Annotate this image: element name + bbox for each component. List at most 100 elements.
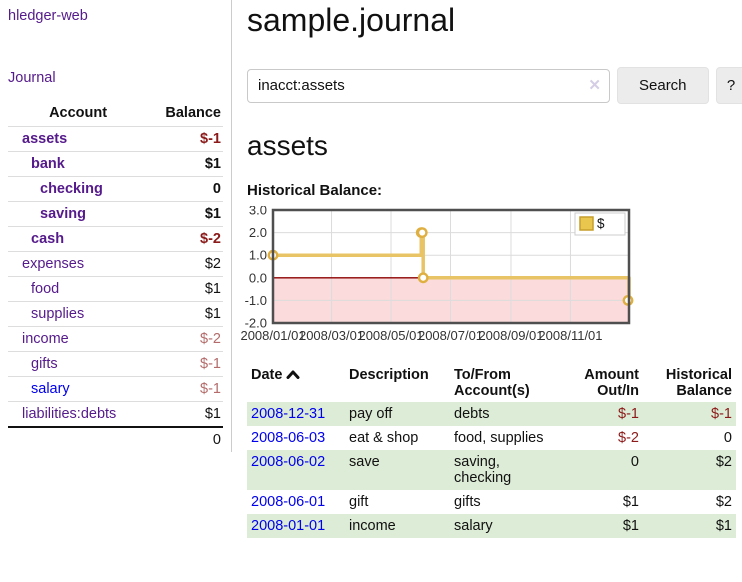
transaction-date-link[interactable]: 2008-12-31 <box>251 406 326 422</box>
sidebar-account-bank[interactable]: bank <box>31 156 65 172</box>
sidebar-account-income[interactable]: income <box>22 331 69 347</box>
y-tick-label: 2.0 <box>249 225 267 240</box>
accounts-table-header: Account Balance <box>8 100 223 127</box>
sidebar-account-cash[interactable]: cash <box>31 231 65 247</box>
transaction-date-link[interactable]: 2008-06-03 <box>251 430 326 446</box>
page-title: sample.journal <box>247 2 456 38</box>
account-row: supplies $1 <box>8 301 223 327</box>
sidebar-account-assets[interactable]: assets <box>22 131 68 147</box>
transaction-balance: 0 <box>723 430 732 446</box>
transaction-description: gift <box>349 494 369 510</box>
transaction-accounts: gifts <box>454 494 481 510</box>
search-input-wrap: ✕ <box>247 68 610 103</box>
x-tick-label: 2008/01/01 <box>241 328 306 343</box>
transaction-row: 2008-06-03 eat & shop food, supplies $-2 0 <box>247 426 736 450</box>
account-balance: $1 <box>204 406 221 422</box>
transaction-amount: $-2 <box>618 430 639 446</box>
transaction-amount: 0 <box>630 454 639 470</box>
account-balance: $-2 <box>200 231 221 247</box>
sort-ascending-icon <box>286 367 300 383</box>
brand-link[interactable]: hledger-web <box>8 8 88 24</box>
transaction-row: 2008-12-31 pay off debts $-1 $-1 <box>247 402 736 426</box>
transaction-date-link[interactable]: 2008-01-01 <box>251 518 326 534</box>
legend-swatch <box>579 216 594 231</box>
app-window: hledger-web Journal Account Balance asse… <box>0 0 742 538</box>
transaction-balance: $2 <box>715 494 732 510</box>
account-balance: $-1 <box>200 356 221 372</box>
account-row: cash $-2 <box>8 226 223 252</box>
transaction-amount: $1 <box>622 518 639 534</box>
search-form: ✕ Search ? <box>247 67 742 104</box>
transaction-description: eat & shop <box>349 430 419 446</box>
transaction-row: 2008-06-01 gift gifts $1 $2 <box>247 490 736 514</box>
y-tick-label: 0.0 <box>249 270 267 285</box>
search-input[interactable] <box>247 68 610 103</box>
transaction-balance: $2 <box>715 454 732 470</box>
main-content: sample.journal ✕ Search ? assets Histori… <box>232 0 742 538</box>
sidebar-accounts-body: assets $-1 bank $1 checking 0 saving $1 cash $-2 e… <box>8 126 223 428</box>
transaction-row: 2008-06-02 save saving, checking 0 $2 <box>247 450 736 490</box>
legend-label: $ <box>597 216 605 231</box>
sidebar: hledger-web Journal Account Balance asse… <box>0 0 232 452</box>
sidebar-account-liabilities:debts[interactable]: liabilities:debts <box>22 406 117 422</box>
transaction-date-link[interactable]: 2008-06-01 <box>251 494 326 510</box>
transaction-description: save <box>349 454 380 470</box>
sidebar-account-saving[interactable]: saving <box>40 206 86 222</box>
x-tick-label: 2008/07/01 <box>418 328 483 343</box>
transaction-amount: $1 <box>622 494 639 510</box>
account-balance: $1 <box>204 206 221 222</box>
account-balance: $-1 <box>200 131 221 147</box>
transaction-accounts: salary <box>454 518 493 534</box>
data-point-marker <box>417 272 429 284</box>
transaction-accounts: food, supplies <box>454 430 544 446</box>
account-row: liabilities:debts $1 <box>8 401 223 428</box>
x-tick-label: 2008/09/01 <box>478 328 543 343</box>
account-balance: $1 <box>204 156 221 172</box>
amount-column-header: Amount Out/In <box>584 367 639 399</box>
account-balance: $1 <box>204 281 221 297</box>
plot-border <box>271 208 631 325</box>
x-tick-label: 2008/11/01 <box>538 328 602 343</box>
account-balance: 0 <box>212 181 221 197</box>
sidebar-item-journal[interactable]: Journal <box>8 70 56 86</box>
transaction-accounts: debts <box>454 406 490 422</box>
account-row: expenses $2 <box>8 251 223 277</box>
accounts-column-header: To/From Account(s) <box>454 367 530 399</box>
y-tick-label: 3.0 <box>249 206 267 218</box>
account-row: saving $1 <box>8 201 223 227</box>
account-row: gifts $-1 <box>8 351 223 377</box>
date-column-header[interactable]: Date <box>247 364 345 402</box>
help-button[interactable]: ? <box>715 67 742 104</box>
y-tick-label: -2.0 <box>245 316 267 331</box>
transaction-description: pay off <box>349 406 393 422</box>
description-column-header: Description <box>349 367 429 383</box>
accounts-total-value: 0 <box>212 432 221 448</box>
account-heading: assets <box>247 130 328 161</box>
y-tick-label: -1.0 <box>245 293 267 308</box>
transaction-date-link[interactable]: 2008-06-02 <box>251 454 326 470</box>
chart-title: Historical Balance: <box>247 182 383 199</box>
search-button[interactable]: Search <box>617 67 709 104</box>
total-spacer <box>8 427 145 452</box>
sidebar-account-salary[interactable]: salary <box>31 381 70 397</box>
balance-column-header: Balance <box>165 105 221 121</box>
data-point-marker <box>416 227 428 239</box>
sidebar-account-checking[interactable]: checking <box>40 181 103 197</box>
accounts-total-row: 0 <box>8 427 223 452</box>
clear-search-icon[interactable]: ✕ <box>588 76 601 94</box>
register-body: 2008-12-31 pay off debts $-1 $-1 2008-06-03 ea… <box>247 402 736 538</box>
transaction-balance: $1 <box>715 518 732 534</box>
transaction-amount: $-1 <box>618 406 639 422</box>
account-balance: $1 <box>204 306 221 322</box>
accounts-table: Account Balance assets $-1 bank $1 checking 0… <box>8 100 223 452</box>
account-column-header: Account <box>49 105 108 121</box>
account-row: bank $1 <box>8 151 223 177</box>
sidebar-account-expenses[interactable]: expenses <box>22 256 85 272</box>
sidebar-account-gifts[interactable]: gifts <box>31 356 58 372</box>
balance-column-header-register: Historical Balance <box>665 367 732 399</box>
sidebar-account-supplies[interactable]: supplies <box>31 306 85 322</box>
transaction-balance: $-1 <box>711 406 732 422</box>
account-row: assets $-1 <box>8 126 223 152</box>
historical-balance-chart: $3.0 2.0 1.0 0.0 -1.0 -2.02008/01/012008/03/0… <box>241 206 634 343</box>
sidebar-account-food[interactable]: food <box>31 281 60 297</box>
